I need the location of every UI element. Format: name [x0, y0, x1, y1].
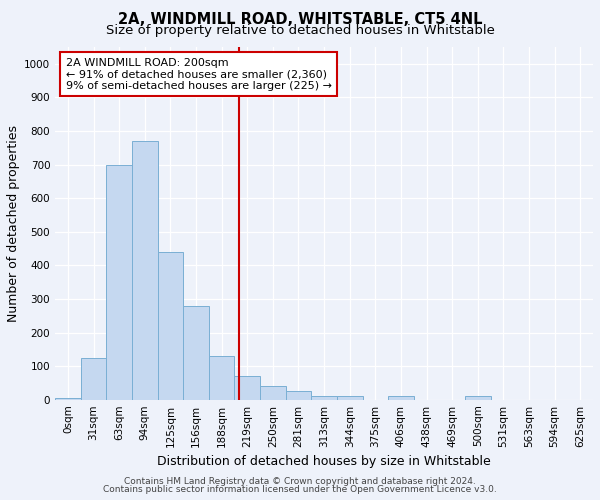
X-axis label: Distribution of detached houses by size in Whitstable: Distribution of detached houses by size … [157, 455, 491, 468]
Bar [465, 396, 491, 400]
Y-axis label: Number of detached properties: Number of detached properties [7, 125, 20, 322]
Text: Size of property relative to detached houses in Whitstable: Size of property relative to detached ho… [106, 24, 494, 37]
Text: Contains public sector information licensed under the Open Government Licence v3: Contains public sector information licen… [103, 485, 497, 494]
Bar [235, 376, 260, 400]
Bar [260, 386, 286, 400]
Bar [158, 252, 183, 400]
Bar [132, 141, 158, 400]
Text: 2A, WINDMILL ROAD, WHITSTABLE, CT5 4NL: 2A, WINDMILL ROAD, WHITSTABLE, CT5 4NL [118, 12, 482, 28]
Text: 2A WINDMILL ROAD: 200sqm
← 91% of detached houses are smaller (2,360)
9% of semi: 2A WINDMILL ROAD: 200sqm ← 91% of detach… [66, 58, 332, 90]
Bar [183, 306, 209, 400]
Bar [311, 396, 337, 400]
Bar [388, 396, 414, 400]
Bar [106, 164, 132, 400]
Bar [81, 358, 106, 400]
Bar [286, 392, 311, 400]
Bar [55, 398, 81, 400]
Bar [337, 396, 362, 400]
Bar [209, 356, 235, 400]
Text: Contains HM Land Registry data © Crown copyright and database right 2024.: Contains HM Land Registry data © Crown c… [124, 477, 476, 486]
